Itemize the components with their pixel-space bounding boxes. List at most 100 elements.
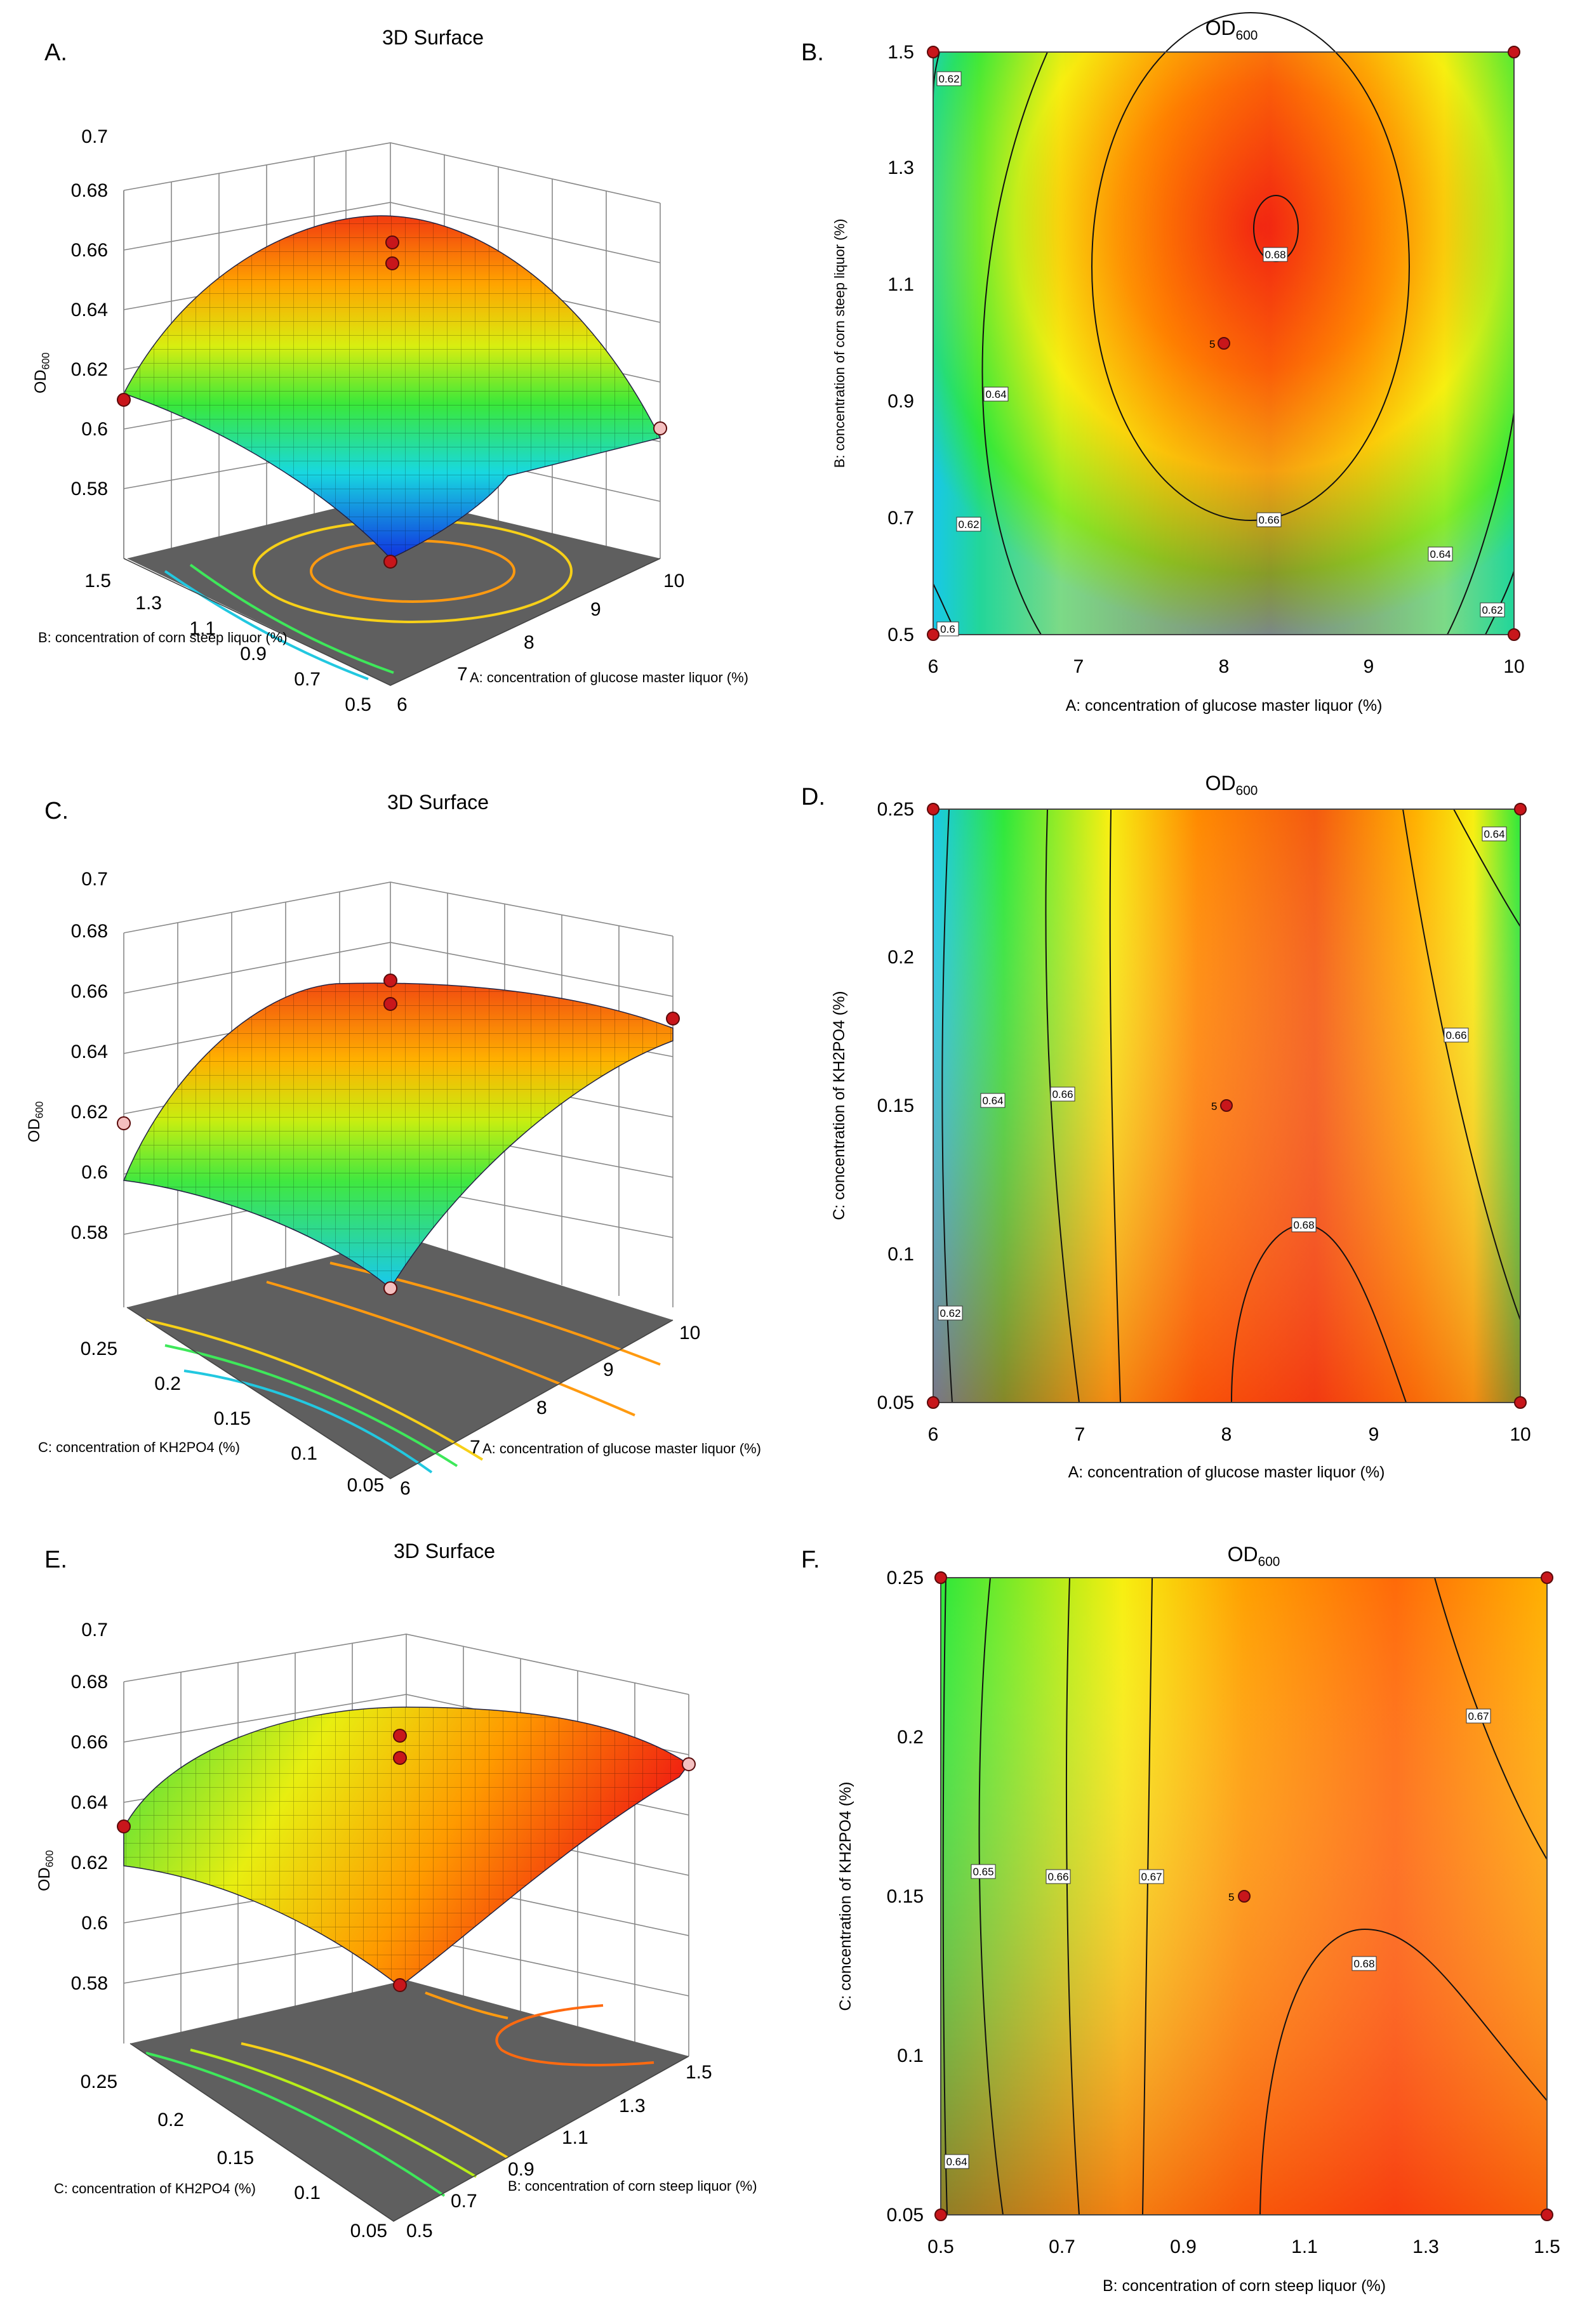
contour-label: 0.64 <box>946 2156 967 2168</box>
design-point <box>927 1396 940 1409</box>
y-axis-label: C: concentration of KH2PO4 (%) <box>830 991 848 1220</box>
y-tick: 1.1 <box>887 274 914 295</box>
z-tick: 0.6 <box>81 1162 108 1183</box>
surface-plot-c: 3D Surface 0.58 0.6 0.62 0.64 0.66 0.68 … <box>25 791 761 1499</box>
y-tick: 0.1 <box>291 1443 317 1464</box>
contour-label: 0.64 <box>982 1095 1003 1107</box>
y-tick: 1.5 <box>84 571 111 591</box>
y-tick: 0.7 <box>294 669 321 690</box>
design-points <box>117 235 667 569</box>
z-tick: 0.6 <box>81 1913 108 1934</box>
surface-mesh <box>124 216 660 558</box>
z-tick: 0.68 <box>71 921 108 942</box>
x-ticks: 0.5 0.7 0.9 1.1 1.3 1.5 <box>927 2236 1560 2257</box>
plot-title: 3D Surface <box>382 26 484 49</box>
design-point <box>927 46 940 58</box>
y-axis-label: C: concentration of KH2PO4 (%) <box>38 1439 240 1455</box>
x-tick: 0.9 <box>508 2159 535 2180</box>
floor <box>130 1980 689 2221</box>
contour-labels: 0.64 0.64 0.66 0.66 0.68 0.62 <box>938 826 1507 1321</box>
z-tick: 0.66 <box>71 240 108 261</box>
x-tick: 6 <box>928 1424 939 1445</box>
design-point <box>1514 1396 1527 1409</box>
contour-label: 0.68 <box>1265 249 1285 261</box>
z-axis-label: OD600 <box>36 1850 56 1891</box>
design-point <box>1508 628 1520 641</box>
surface-plot-e: 3D Surface 0.58 0.6 0.62 0.64 0.66 0.68 … <box>36 1540 757 2241</box>
z-tick: 0.62 <box>71 359 108 380</box>
y-axis-label: C: concentration of KH2PO4 (%) <box>54 2181 256 2196</box>
design-point <box>117 1819 131 1833</box>
x-axis-label: A: concentration of glucose master liquo… <box>482 1441 761 1456</box>
x-tick: 1.3 <box>1412 2236 1439 2257</box>
y-tick: 0.05 <box>347 1475 384 1496</box>
y-tick: 0.15 <box>217 2148 254 2169</box>
z-tick: 0.58 <box>71 479 108 499</box>
contour-label: 0.67 <box>1141 1871 1162 1883</box>
x-tick: 6 <box>928 656 939 677</box>
contour-label: 0.65 <box>973 1866 993 1878</box>
x-axis-label: A: concentration of glucose master liquo… <box>1066 697 1383 715</box>
x-tick: 1.1 <box>562 2127 588 2148</box>
x-axis-label: B: concentration of corn steep liquor (%… <box>508 2178 757 2194</box>
contour-label: 0.64 <box>1484 828 1504 840</box>
z-tick: 0.68 <box>71 180 108 201</box>
z-tick: 0.62 <box>71 1102 108 1123</box>
front-edges <box>126 1307 674 1479</box>
x-tick: 0.7 <box>1049 2236 1075 2257</box>
design-points <box>117 974 680 1295</box>
x-ticks: 6 7 8 9 10 <box>928 656 1525 677</box>
design-point <box>934 2208 947 2221</box>
y-ticks: 1.5 1.3 1.1 0.9 0.7 0.5 <box>84 571 371 715</box>
contour-label: 0.62 <box>958 518 979 531</box>
front-edges <box>129 2043 689 2222</box>
z-tick: 0.64 <box>71 1792 108 1813</box>
z-tick: 0.66 <box>71 1732 108 1753</box>
center-point <box>1238 1890 1251 1903</box>
plot-frame <box>940 1577 1548 2215</box>
z-tick: 0.66 <box>71 981 108 1002</box>
design-points <box>927 803 1527 1409</box>
center-point-label: 5 <box>1228 1891 1234 1903</box>
design-point <box>1541 2208 1553 2221</box>
contour-plot-b: OD600 0.62 0.64 0.62 0.6 0.68 0.66 0.64 … <box>832 12 1525 715</box>
plot-frame <box>933 809 1521 1403</box>
x-tick: 6 <box>400 1478 411 1499</box>
design-point <box>393 1978 407 1992</box>
y-tick: 0.2 <box>897 1727 924 1748</box>
z-tick: 0.68 <box>71 1672 108 1693</box>
z-axis: 0.58 0.6 0.62 0.64 0.66 0.68 0.7 <box>71 1620 108 1994</box>
contour-plot-d: OD600 0.64 0.64 0.66 0.66 0.68 0.62 0.05… <box>830 772 1531 1481</box>
y-tick: 1.5 <box>887 42 914 63</box>
contour-labels: 0.65 0.66 0.67 0.67 0.68 0.64 <box>944 1708 1491 2169</box>
design-point <box>682 1757 696 1771</box>
z-axis-label: OD600 <box>32 352 52 393</box>
z-tick: 0.7 <box>81 869 108 890</box>
x-tick: 8 <box>1221 1424 1232 1445</box>
design-point <box>383 974 397 987</box>
y-axis-label: B: concentration of corn steep liquor (%… <box>832 219 847 468</box>
y-tick: 0.05 <box>877 1392 914 1413</box>
z-tick: 0.64 <box>71 1041 108 1062</box>
contour-lines <box>942 1577 1548 2215</box>
design-point <box>383 997 397 1011</box>
design-point <box>383 555 397 569</box>
y-tick: 0.2 <box>154 1373 181 1394</box>
contour-label: 0.68 <box>1353 1958 1374 1970</box>
x-tick: 7 <box>457 664 468 685</box>
y-ticks: 0.05 0.1 0.15 0.2 0.25 <box>877 799 914 1413</box>
y-axis-label: B: concentration of corn steep liquor (%… <box>38 630 288 645</box>
x-ticks: 6 7 8 9 10 <box>928 1424 1531 1445</box>
contour-label: 0.68 <box>1293 1219 1314 1231</box>
design-point <box>927 628 940 641</box>
panel-letter-a: A. <box>44 39 67 66</box>
center-point-label: 5 <box>1209 338 1215 350</box>
x-tick: 1.1 <box>1291 2236 1318 2257</box>
y-tick: 0.9 <box>240 644 267 664</box>
contour-label: 0.66 <box>1047 1871 1068 1883</box>
y-tick: 0.25 <box>887 1568 924 1588</box>
x-tick: 7 <box>1075 1424 1086 1445</box>
y-tick: 0.7 <box>887 508 914 529</box>
contour-label: 0.6 <box>940 623 955 635</box>
x-ticks: 6 7 8 9 10 <box>397 571 684 715</box>
